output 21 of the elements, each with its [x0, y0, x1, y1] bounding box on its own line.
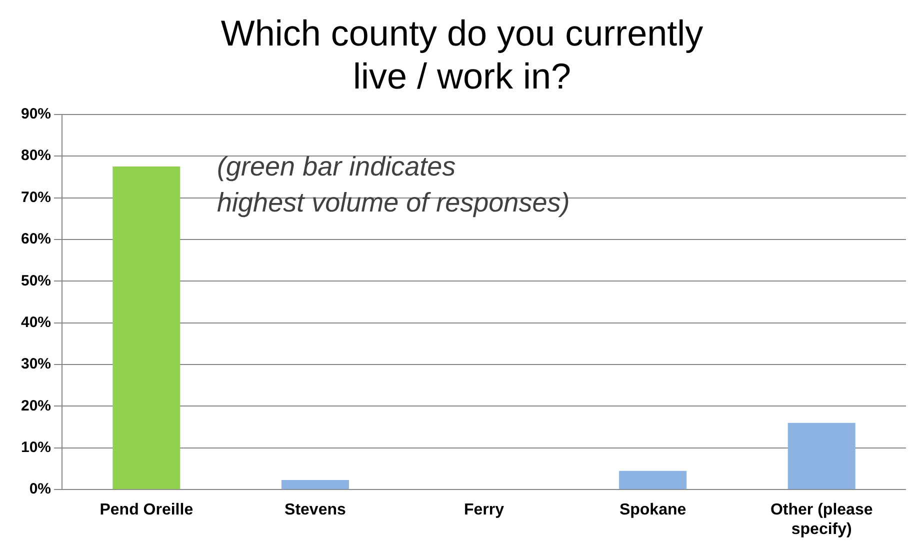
- y-tick-label: 80%: [20, 147, 52, 164]
- y-tick-label: 30%: [20, 356, 52, 373]
- bar: [788, 422, 856, 490]
- x-tick-label: Other (please specify): [770, 502, 873, 538]
- bar: [112, 166, 180, 490]
- y-tick-label: 0%: [29, 480, 52, 498]
- bar: [619, 470, 687, 490]
- y-tick-label: 50%: [20, 272, 52, 290]
- text: live / work in?: [352, 56, 572, 97]
- y-tick-label: 60%: [20, 230, 52, 248]
- bar: [281, 480, 349, 490]
- x-tick-label: Ferry: [464, 502, 504, 519]
- y-tick-label: 90%: [20, 106, 52, 123]
- y-tick-label: 70%: [20, 188, 52, 206]
- text: Which county do you currently: [220, 12, 704, 54]
- x-tick-label: Spokane: [619, 502, 686, 519]
- y-tick-label: 10%: [20, 439, 52, 456]
- y-tick-label: 20%: [20, 397, 52, 414]
- y-tick-label: 40%: [20, 314, 52, 331]
- x-tick-label: Stevens: [284, 502, 346, 519]
- x-tick-label: Pend Oreille: [100, 502, 194, 519]
